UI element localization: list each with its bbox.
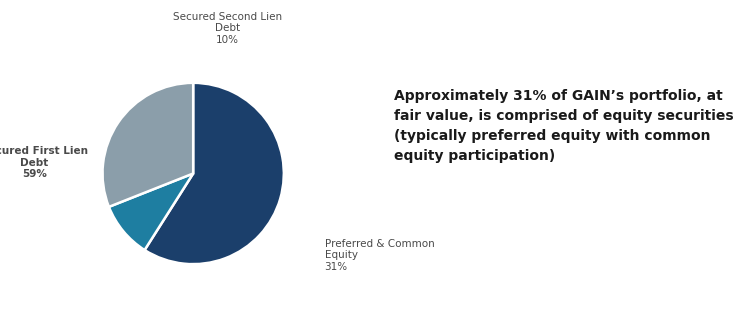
Wedge shape	[109, 173, 193, 250]
Text: Secured Second Lien
Debt
10%: Secured Second Lien Debt 10%	[173, 12, 282, 45]
Text: Meaningful Equity Component in GAIN Portfolio: Meaningful Equity Component in GAIN Port…	[168, 9, 575, 24]
Text: Approximately 31% of GAIN’s portfolio, at
fair value, is comprised of equity sec: Approximately 31% of GAIN’s portfolio, a…	[394, 89, 733, 163]
Text: (1): (1)	[548, 4, 562, 13]
Wedge shape	[103, 83, 193, 207]
Wedge shape	[145, 83, 284, 264]
Text: Secured First Lien
Debt
59%: Secured First Lien Debt 59%	[0, 146, 88, 179]
Text: Preferred & Common
Equity
31%: Preferred & Common Equity 31%	[325, 239, 435, 272]
